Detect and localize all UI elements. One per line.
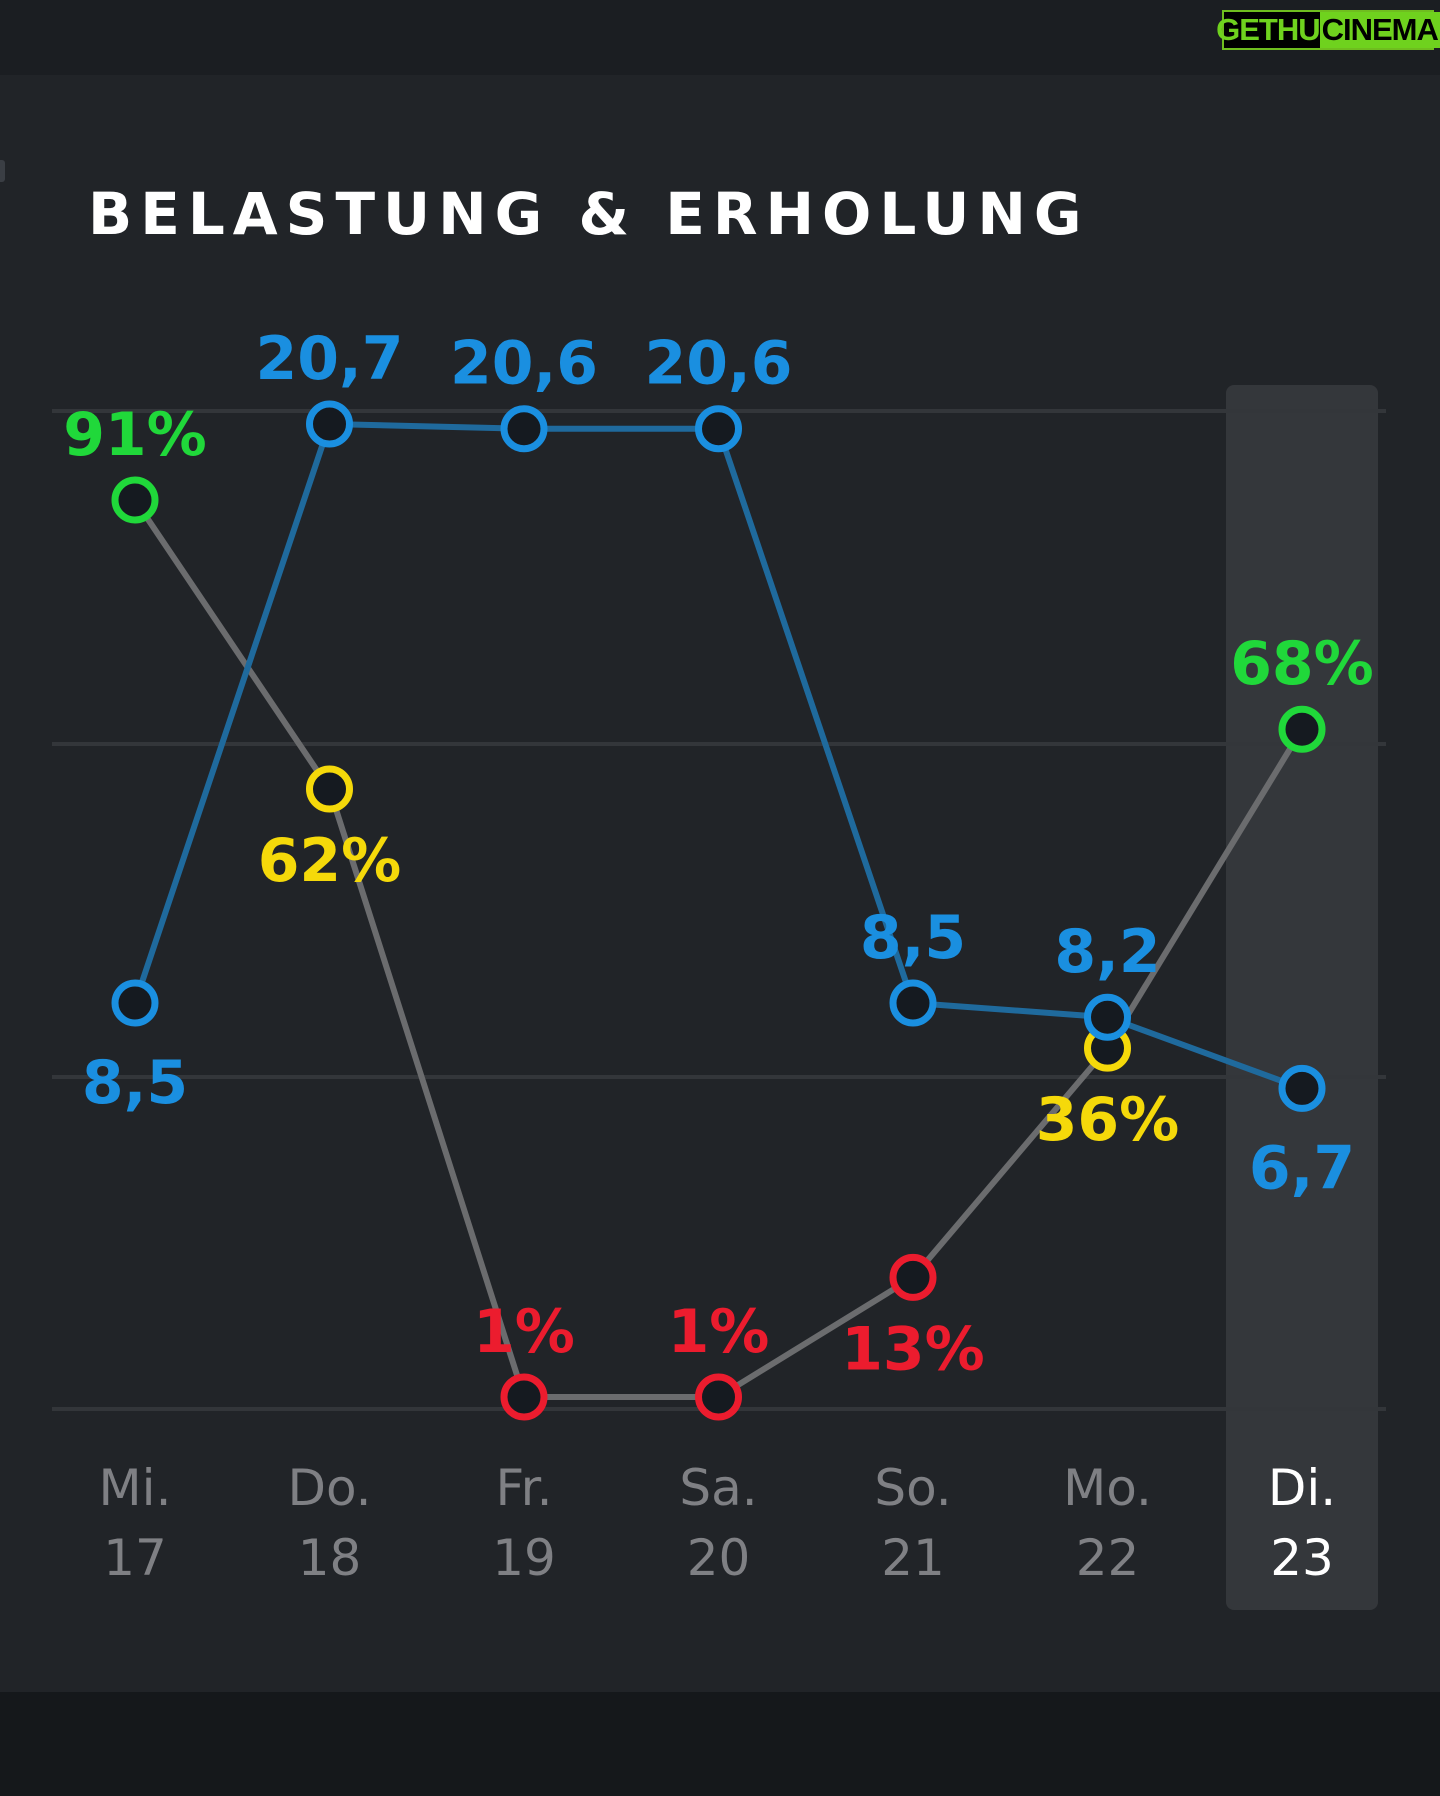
chart-card	[0, 75, 1440, 1692]
x-tick-date: 19	[492, 1529, 556, 1587]
strain-point	[889, 979, 937, 1027]
recovery-point	[889, 1253, 937, 1301]
strain-label: 20,6	[450, 329, 598, 399]
strain-label: 8,5	[860, 903, 966, 973]
x-tick-date: 22	[1076, 1529, 1140, 1587]
strain-point	[306, 400, 353, 448]
recovery-label: 36%	[1036, 1085, 1180, 1155]
x-tick-day: So.	[874, 1459, 951, 1517]
top-bar	[0, 0, 1440, 75]
x-tick-day: Di.	[1268, 1459, 1336, 1517]
recovery-point	[111, 476, 159, 524]
strain-label: 6,7	[1249, 1133, 1355, 1203]
x-tick-day: Fr.	[496, 1459, 553, 1517]
recovery-point	[1278, 705, 1326, 753]
recovery-point	[306, 765, 353, 813]
highlight-column	[1226, 385, 1378, 1610]
strain-label: 20,7	[255, 324, 403, 394]
card-edge-handle	[0, 160, 5, 182]
x-tick-day: Sa.	[679, 1459, 757, 1517]
x-tick-date: 18	[298, 1529, 362, 1587]
recovery-label: 1%	[473, 1297, 575, 1367]
watermark-text-1: GETHU	[1216, 12, 1320, 47]
watermark-logo: GETHU CINEMA	[1216, 10, 1440, 50]
watermark-text-2: CINEMA	[1319, 12, 1440, 48]
x-tick-date: 20	[687, 1529, 751, 1587]
chart-title: BELASTUNG & ERHOLUNG	[88, 180, 1090, 248]
recovery-label: 62%	[258, 826, 402, 896]
recovery-label: 13%	[841, 1314, 985, 1384]
strain-label: 8,2	[1054, 917, 1160, 987]
recovery-label: 68%	[1230, 629, 1374, 699]
recovery-point	[695, 1373, 742, 1421]
strain-point	[111, 979, 159, 1027]
x-tick-date: 23	[1270, 1529, 1334, 1587]
strain-point	[1084, 993, 1131, 1041]
x-tick-day: Do.	[287, 1459, 371, 1517]
strain-point	[695, 405, 742, 453]
bottom-bar	[0, 1692, 1440, 1796]
x-tick-day: Mi.	[99, 1459, 172, 1517]
strain-label: 20,6	[644, 329, 792, 399]
strain-label: 8,5	[82, 1048, 188, 1118]
strain-point	[1278, 1064, 1326, 1112]
x-tick-date: 21	[881, 1529, 945, 1587]
recovery-label: 91%	[63, 400, 207, 470]
x-tick-day: Mo.	[1063, 1459, 1152, 1517]
recovery-point	[500, 1373, 548, 1421]
x-tick-date: 17	[103, 1529, 167, 1587]
recovery-label: 1%	[668, 1297, 770, 1367]
strain-point	[500, 405, 548, 453]
